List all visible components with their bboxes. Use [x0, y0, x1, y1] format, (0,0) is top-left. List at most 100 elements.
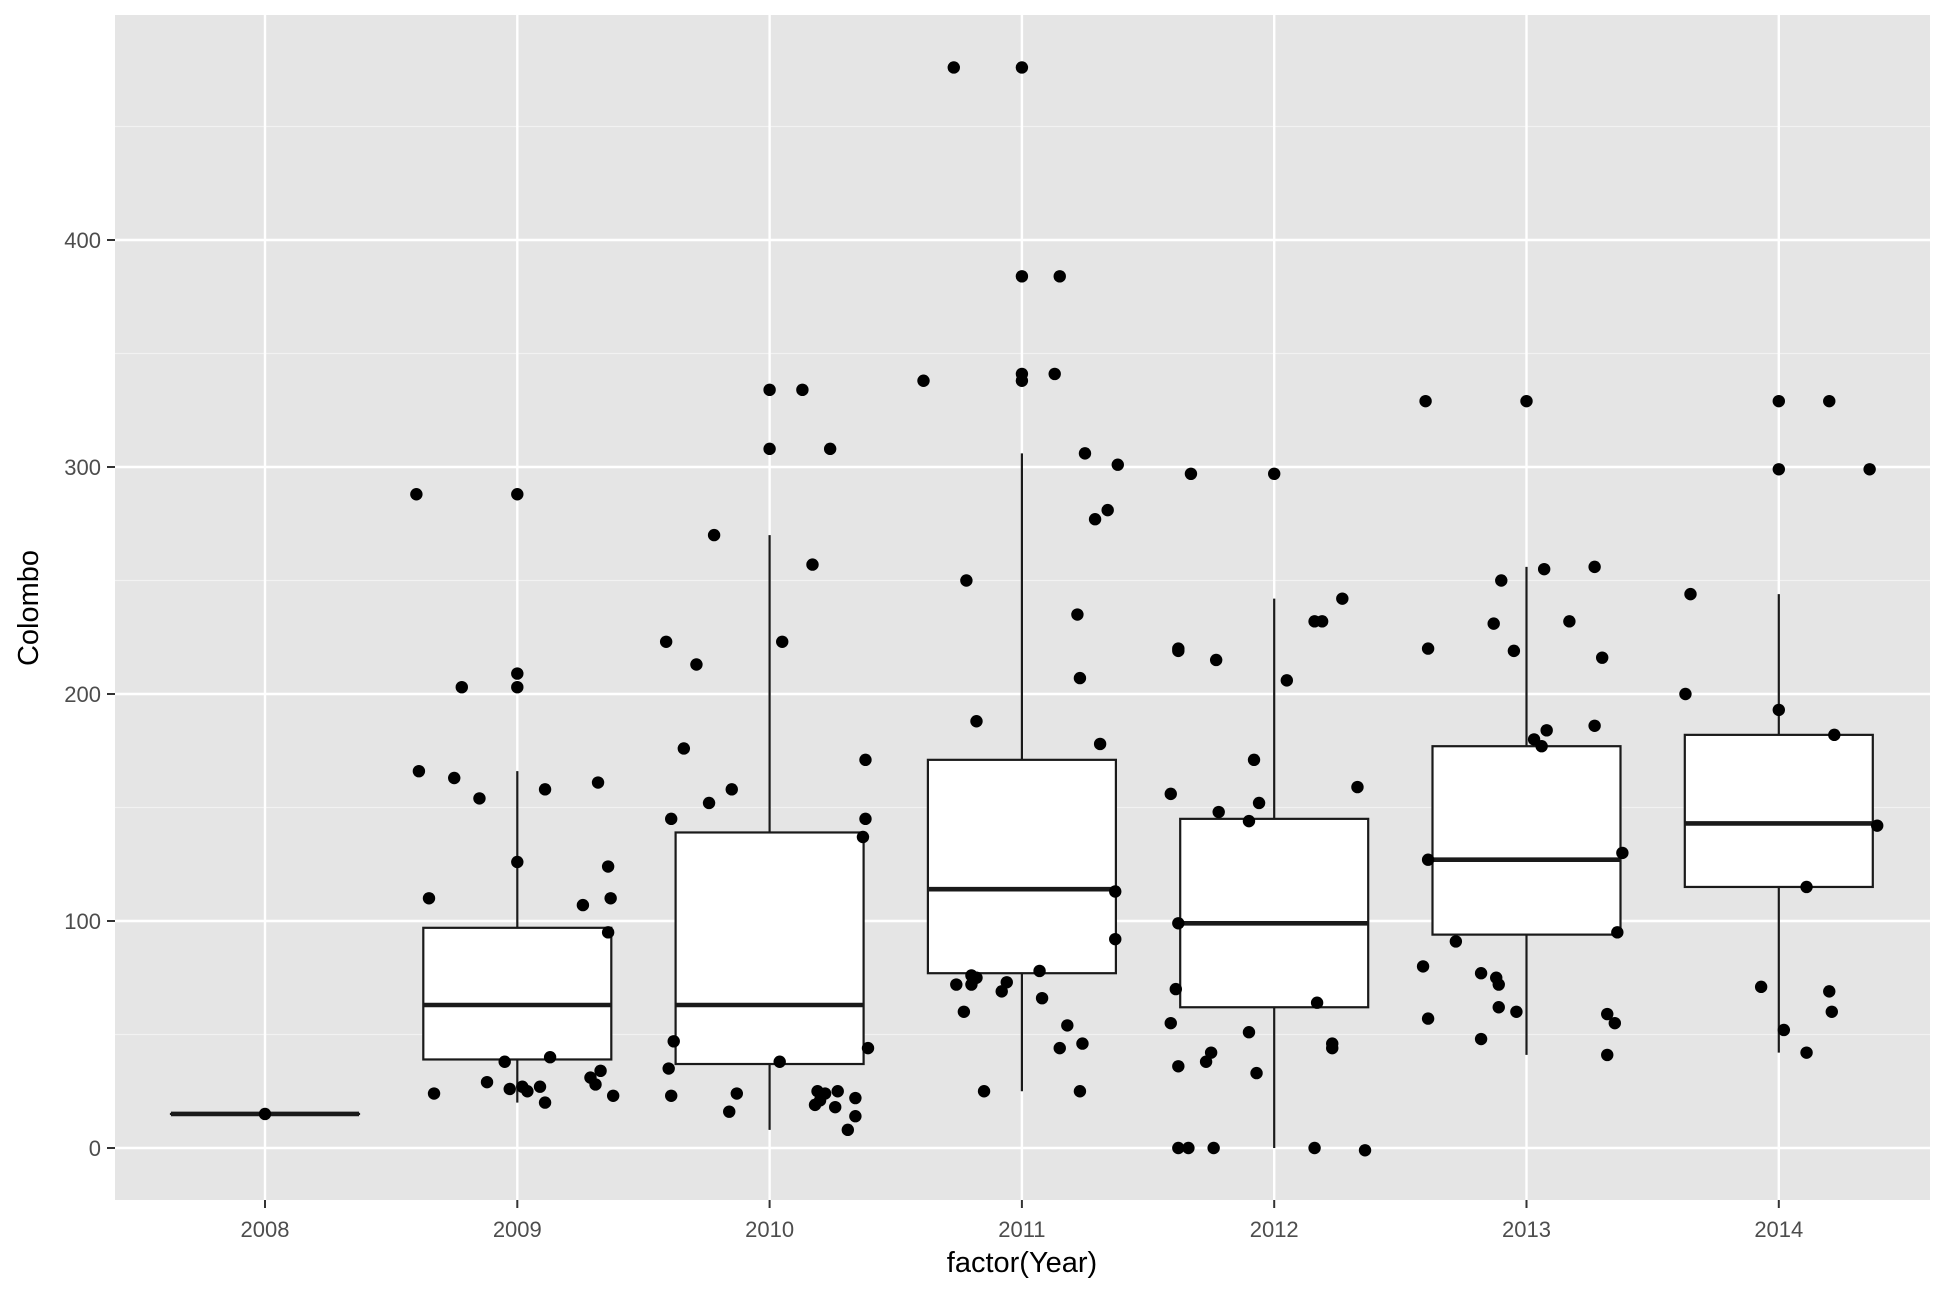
data-point: [1164, 787, 1177, 801]
data-point: [1199, 1055, 1213, 1068]
data-point: [1611, 926, 1624, 939]
data-point: [1172, 917, 1185, 930]
data-point: [1280, 674, 1294, 687]
data-point: [806, 558, 819, 571]
data-point: [947, 61, 960, 74]
data-point: [1487, 617, 1500, 630]
y-tick-label: 400: [64, 228, 101, 253]
data-point: [1537, 562, 1551, 576]
data-point: [589, 1078, 602, 1091]
data-point: [1825, 1005, 1838, 1018]
data-point: [796, 383, 809, 397]
data-point: [1035, 991, 1049, 1005]
data-point: [576, 898, 590, 912]
data-point: [1252, 796, 1266, 810]
data-point: [480, 1075, 494, 1089]
data-point: [1540, 724, 1553, 737]
data-point: [707, 528, 721, 542]
data-point: [1419, 394, 1432, 408]
data-point: [1048, 367, 1061, 381]
data-point: [538, 1096, 552, 1109]
data-point: [511, 855, 524, 869]
data-point: [1308, 1141, 1321, 1155]
data-point: [594, 1064, 607, 1078]
data-point: [965, 978, 978, 991]
data-point: [1015, 270, 1029, 283]
data-point: [1109, 885, 1122, 898]
data-point: [917, 374, 930, 387]
data-point: [1076, 1037, 1089, 1050]
data-point: [1474, 967, 1488, 980]
box-2010: [674, 535, 865, 1130]
x-tick-label: 2008: [241, 1217, 290, 1242]
data-point: [258, 1107, 272, 1121]
data-point: [690, 658, 703, 671]
data-point: [606, 1089, 620, 1102]
data-point: [473, 792, 486, 805]
y-tick-label: 0: [89, 1136, 101, 1161]
data-point: [1684, 587, 1697, 601]
data-point: [1071, 608, 1084, 621]
data-point: [665, 1089, 678, 1102]
x-axis: 2008 2009 2010 2011 2012 2013 2014: [241, 1200, 1803, 1242]
data-point: [1507, 644, 1521, 658]
data-point: [1358, 1144, 1372, 1157]
data-point: [1772, 394, 1786, 408]
data-point: [427, 1087, 441, 1100]
data-point: [677, 742, 691, 755]
data-point: [601, 926, 615, 939]
data-point: [1800, 880, 1813, 894]
y-axis-title: Colombo: [13, 550, 45, 666]
data-point: [1212, 805, 1225, 819]
data-point: [1520, 394, 1533, 408]
data-point: [1182, 1141, 1195, 1155]
data-point: [831, 1085, 844, 1098]
data-point: [1608, 1016, 1622, 1030]
data-point: [1033, 964, 1046, 978]
points: [258, 61, 1884, 1157]
data-point: [521, 1085, 534, 1098]
data-point: [1772, 703, 1786, 717]
data-point: [422, 892, 436, 905]
data-point: [1169, 982, 1183, 996]
data-point: [823, 442, 837, 456]
boxes: [169, 453, 1874, 1148]
data-point: [723, 1105, 736, 1118]
data-point: [1421, 853, 1435, 866]
data-point: [1073, 1085, 1087, 1098]
data-point: [1679, 687, 1692, 701]
box-iqr: [1179, 817, 1370, 1009]
data-point: [1416, 960, 1430, 973]
data-point: [808, 1098, 822, 1112]
data-point: [448, 771, 461, 785]
data-point: [1616, 846, 1629, 860]
data-point: [1449, 935, 1463, 948]
data-point: [1078, 447, 1092, 460]
data-point: [1053, 1041, 1066, 1055]
data-point: [1421, 1012, 1435, 1025]
data-point: [591, 776, 605, 789]
data-point: [1315, 615, 1329, 628]
data-point: [503, 1082, 516, 1096]
data-point: [455, 680, 468, 694]
data-point: [538, 783, 552, 796]
data-point: [763, 442, 776, 456]
data-point: [1207, 1141, 1220, 1155]
data-point: [1601, 1007, 1614, 1021]
data-point: [970, 715, 983, 728]
x-tick-label: 2012: [1250, 1217, 1299, 1242]
data-point: [1863, 463, 1876, 476]
data-point: [511, 488, 524, 501]
data-point: [659, 635, 673, 648]
data-point: [1209, 653, 1223, 667]
data-point: [498, 1055, 511, 1068]
x-tick-label: 2011: [998, 1217, 1045, 1242]
data-point: [856, 830, 870, 844]
data-point: [1015, 61, 1029, 74]
data-point: [1601, 1048, 1614, 1062]
data-point: [1588, 719, 1601, 732]
data-point: [1823, 394, 1836, 408]
x-axis-title: factor(Year): [947, 1247, 1097, 1279]
data-point: [702, 796, 716, 810]
